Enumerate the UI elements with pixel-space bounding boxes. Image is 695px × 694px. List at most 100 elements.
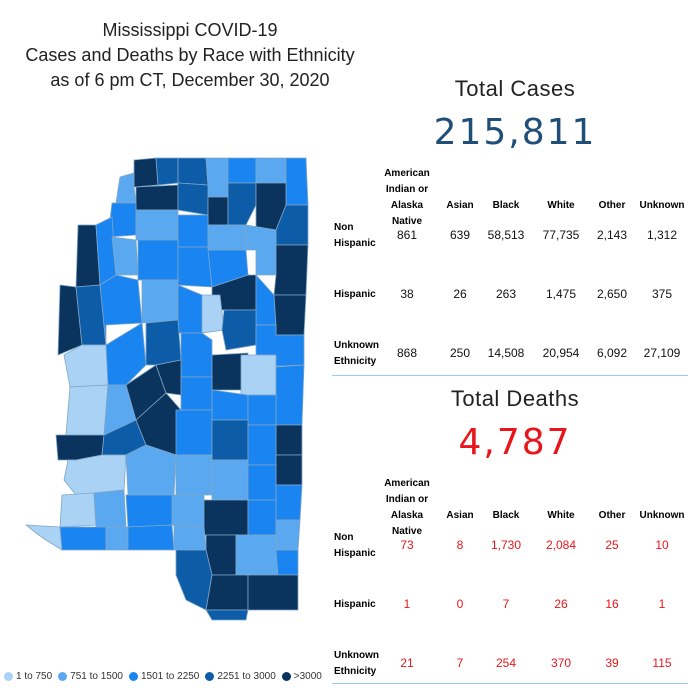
bottom-divider xyxy=(332,683,688,684)
column-header: Black xyxy=(492,200,520,211)
column-header: Black xyxy=(492,510,520,521)
county-shape xyxy=(180,332,213,378)
column-header: Asian xyxy=(446,200,474,211)
table-cell: 20,954 xyxy=(542,346,580,360)
county-shape xyxy=(93,489,127,528)
column-header: Unknown xyxy=(639,200,685,211)
table-cell: 115 xyxy=(652,656,672,670)
legend-swatch-icon xyxy=(205,672,215,681)
county-shape xyxy=(125,494,175,528)
county-shape xyxy=(275,549,299,576)
county-shape xyxy=(273,294,307,336)
legend-item: 751 to 1500 xyxy=(58,671,123,682)
table-cell: 861 xyxy=(396,228,418,242)
map-legend: 1 to 750 751 to 1500 1501 to 2250 2251 to 3… xyxy=(4,671,328,682)
county-shape xyxy=(135,209,179,241)
table-cell: 10 xyxy=(655,538,669,552)
table-cell: 1,730 xyxy=(490,538,522,552)
title-line-1: Mississippi COVID-19 xyxy=(102,20,278,40)
map-title: Mississippi COVID-19 Cases and Deaths by… xyxy=(0,18,380,93)
row-label: Non Hispanic xyxy=(334,532,376,559)
legend-item: 2251 to 3000 xyxy=(205,671,276,682)
legend-label: 751 to 1500 xyxy=(70,671,123,682)
county-shape xyxy=(171,494,205,528)
table-cell: 25 xyxy=(605,538,619,552)
table-cell: 8 xyxy=(456,538,464,552)
table-cell: 27,109 xyxy=(643,346,681,360)
county-shape xyxy=(211,459,249,501)
county-shape xyxy=(275,454,303,486)
row-label: Non Hispanic xyxy=(334,222,376,249)
total-cases-heading: Total Cases xyxy=(454,76,576,101)
legend-label: 2251 to 3000 xyxy=(217,671,276,682)
table-cell: 0 xyxy=(456,597,464,611)
county-shape xyxy=(63,454,127,496)
county-shape xyxy=(205,609,249,621)
county-shape xyxy=(177,214,209,248)
table-cell: 1 xyxy=(658,597,666,611)
legend-swatch-icon xyxy=(4,672,13,681)
legend-label: >3000 xyxy=(293,671,322,682)
county-shape xyxy=(211,352,249,391)
county-shape xyxy=(211,389,249,421)
county-shape xyxy=(247,394,277,426)
county-shape xyxy=(255,157,287,184)
column-header: American Indian or Alaska Native xyxy=(384,168,430,227)
table-cell: 1,475 xyxy=(545,287,577,301)
county-shape xyxy=(125,444,177,496)
legend-item: 1501 to 2250 xyxy=(128,671,200,682)
table-cell: 7 xyxy=(502,597,510,611)
table-cell: 16 xyxy=(605,597,619,611)
column-header: Unknown xyxy=(639,510,685,521)
legend-swatch-icon xyxy=(281,672,291,681)
county-shape xyxy=(227,182,257,226)
county-shape xyxy=(275,519,301,551)
total-deaths-number: 4,787 xyxy=(458,422,572,463)
county-shape xyxy=(247,464,277,501)
row-label: Unknown Ethnicity xyxy=(334,340,379,367)
table-cell: 639 xyxy=(449,228,471,242)
county-shape xyxy=(63,344,109,388)
legend-item: 1 to 750 xyxy=(4,671,52,682)
county-shape xyxy=(127,524,175,551)
row-label: Unknown Ethnicity xyxy=(334,650,379,677)
table-cell: 263 xyxy=(495,287,517,301)
table-cell: 14,508 xyxy=(487,346,525,360)
county-shape xyxy=(240,354,277,396)
table-cell: 6,092 xyxy=(596,346,628,360)
table-cell: 1 xyxy=(403,597,411,611)
county-shape xyxy=(245,224,277,276)
table-cell: 77,735 xyxy=(542,228,580,242)
county-shape xyxy=(227,157,257,184)
table-cell: 375 xyxy=(651,287,673,301)
county-shape xyxy=(65,384,109,436)
table-cell: 370 xyxy=(550,656,572,670)
column-header: Other xyxy=(598,200,626,211)
table-cell: 58,513 xyxy=(487,228,525,242)
table-cell: 2,084 xyxy=(545,538,577,552)
legend-swatch-icon xyxy=(128,672,138,681)
legend-label: 1 to 750 xyxy=(16,671,53,682)
total-cases-number: 215,811 xyxy=(433,112,597,153)
column-header: White xyxy=(547,200,575,211)
mississippi-county-map xyxy=(24,157,309,621)
county-shape xyxy=(59,526,107,551)
county-shape xyxy=(207,224,247,251)
county-shape xyxy=(133,157,159,188)
county-shape xyxy=(221,309,257,351)
legend-item: >3000 xyxy=(281,671,322,682)
legend-label: 1501 to 2250 xyxy=(140,671,200,682)
table-cell: 7 xyxy=(456,656,464,670)
title-line-2: Cases and Deaths by Race with Ethnicity xyxy=(25,45,355,65)
table-cell: 250 xyxy=(449,346,471,360)
county-shape xyxy=(180,376,213,411)
column-header: Asian xyxy=(446,510,474,521)
table-cell: 868 xyxy=(396,346,418,360)
county-shape xyxy=(95,216,117,286)
county-shape xyxy=(175,549,213,611)
table-cell: 38 xyxy=(400,287,414,301)
county-shape xyxy=(175,409,213,456)
county-shape xyxy=(205,574,249,611)
county-shape xyxy=(273,244,309,296)
county-shape xyxy=(175,454,213,496)
